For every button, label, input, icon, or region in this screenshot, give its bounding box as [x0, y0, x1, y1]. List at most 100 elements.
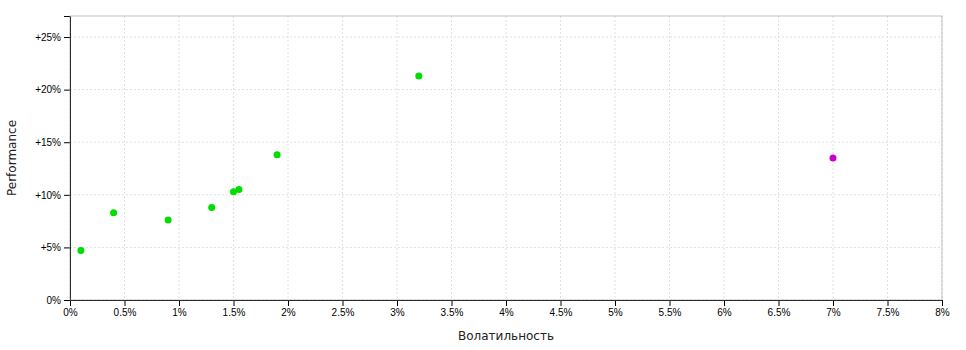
x-tick-label: 7%	[826, 307, 841, 318]
y-tick: +10%	[35, 190, 70, 201]
point	[415, 72, 422, 79]
x-tick: 4%	[499, 300, 514, 318]
point	[165, 217, 172, 224]
x-tick-label: 6.5%	[768, 307, 791, 318]
x-tick-label: 8%	[935, 307, 950, 318]
y-tick-mark	[64, 300, 70, 301]
y-tick: +25%	[35, 32, 70, 43]
x-tick: 2.5%	[332, 300, 355, 318]
x-tick-mark	[724, 300, 725, 306]
x-tick-mark	[397, 300, 398, 306]
y-axis-line	[64, 17, 71, 301]
x-tick: 8%	[935, 300, 950, 318]
y-tick-mark	[64, 90, 70, 91]
x-tick: 3%	[390, 300, 405, 318]
x-tick-label: 6%	[717, 307, 732, 318]
x-axis: 0% 0.5% 1% 1.5% 2% 2.5% 3% 3.5% 4% 4.5% 5% 5.5% 6% 6.…	[63, 300, 950, 318]
x-tick: 7.5%	[877, 300, 900, 318]
x-tick-label: 4%	[499, 307, 514, 318]
x-tick-label: 5.5%	[659, 307, 682, 318]
series	[77, 72, 422, 254]
x-tick-mark	[452, 300, 453, 306]
x-grid-line	[615, 16, 616, 300]
x-grid-line	[233, 16, 234, 300]
y-tick: +20%	[35, 84, 70, 95]
x-tick-label: 2.5%	[332, 307, 355, 318]
x-tick: 5%	[608, 300, 623, 318]
marks	[77, 72, 836, 254]
x-grid-line	[887, 16, 888, 300]
y-grid-line	[70, 194, 942, 195]
x-tick-label: 2%	[281, 307, 296, 318]
x-tick: 6.5%	[768, 300, 791, 318]
x-tick-label: 0.5%	[114, 307, 137, 318]
x-grid-line	[397, 16, 398, 300]
x-tick-mark	[343, 300, 344, 306]
x-grid-line	[179, 16, 180, 300]
y-grid-line	[70, 89, 942, 90]
x-tick: 7%	[826, 300, 841, 318]
x-grid-line	[669, 16, 670, 300]
x-grid-line	[724, 16, 725, 300]
y-grid-line	[70, 247, 942, 248]
x-tick: 0%	[63, 300, 78, 318]
point	[830, 155, 837, 162]
y-tick-label: +20%	[35, 84, 61, 95]
y-tick: 0%	[47, 295, 70, 306]
chart: 0% 0.5% 1% 1.5% 2% 2.5% 3% 3.5% 4% 4.5% 5% 5.5% 6% 6.…	[0, 0, 966, 350]
x-tick: 2%	[281, 300, 296, 318]
x-tick-mark	[125, 300, 126, 306]
x-tick-label: 1%	[172, 307, 187, 318]
x-tick-mark	[234, 300, 235, 306]
x-tick: 6%	[717, 300, 732, 318]
y-tick-mark	[64, 37, 70, 38]
x-tick-label: 3.5%	[441, 307, 464, 318]
y-tick-mark	[64, 195, 70, 196]
x-axis-line	[71, 301, 943, 307]
point	[77, 247, 84, 254]
point	[274, 151, 281, 158]
x-tick-mark	[670, 300, 671, 306]
x-tick-mark	[288, 300, 289, 306]
y-tick-label: +15%	[35, 137, 61, 148]
x-grid-line	[506, 16, 507, 300]
x-tick: 5.5%	[659, 300, 682, 318]
y-tick-label: +10%	[35, 190, 61, 201]
y-axis: 0% +5% +10% +15% +20% +25%	[35, 17, 70, 306]
y-grid-line	[70, 37, 942, 38]
x-tick-mark	[179, 300, 180, 306]
plot: 0% 0.5% 1% 1.5% 2% 2.5% 3% 3.5% 4% 4.5% 5% 5.5% 6% 6.…	[35, 16, 950, 318]
x-grid-line	[560, 16, 561, 300]
x-tick-mark	[833, 300, 834, 306]
x-grid-line	[288, 16, 289, 300]
y-tick-mark	[64, 247, 70, 248]
x-tick: 1%	[172, 300, 187, 318]
y-tick-mark	[64, 142, 70, 143]
x-tick-mark	[888, 300, 889, 306]
x-tick-label: 0%	[63, 307, 78, 318]
x-tick-label: 3%	[390, 307, 405, 318]
y-grid-line	[70, 142, 942, 143]
x-grid-line	[778, 16, 779, 300]
point	[110, 209, 117, 216]
x-tick-label: 4.5%	[550, 307, 573, 318]
x-tick-mark	[779, 300, 780, 306]
x-tick: 0.5%	[114, 300, 137, 318]
x-tick-mark	[615, 300, 616, 306]
x-grid-line	[451, 16, 452, 300]
plot-frame	[70, 16, 942, 300]
grid	[70, 16, 942, 300]
y-tick: +15%	[35, 137, 70, 148]
x-tick-mark	[942, 300, 943, 306]
x-tick-label: 1.5%	[223, 307, 246, 318]
x-tick: 4.5%	[550, 300, 573, 318]
series	[830, 155, 837, 162]
y-tick: +5%	[41, 242, 70, 253]
x-tick-label: 5%	[608, 307, 623, 318]
point	[235, 186, 242, 193]
x-tick-mark	[561, 300, 562, 306]
y-tick-label: 0%	[47, 295, 62, 306]
y-tick-label: +5%	[41, 242, 61, 253]
x-tick-mark	[506, 300, 507, 306]
x-tick: 1.5%	[223, 300, 246, 318]
